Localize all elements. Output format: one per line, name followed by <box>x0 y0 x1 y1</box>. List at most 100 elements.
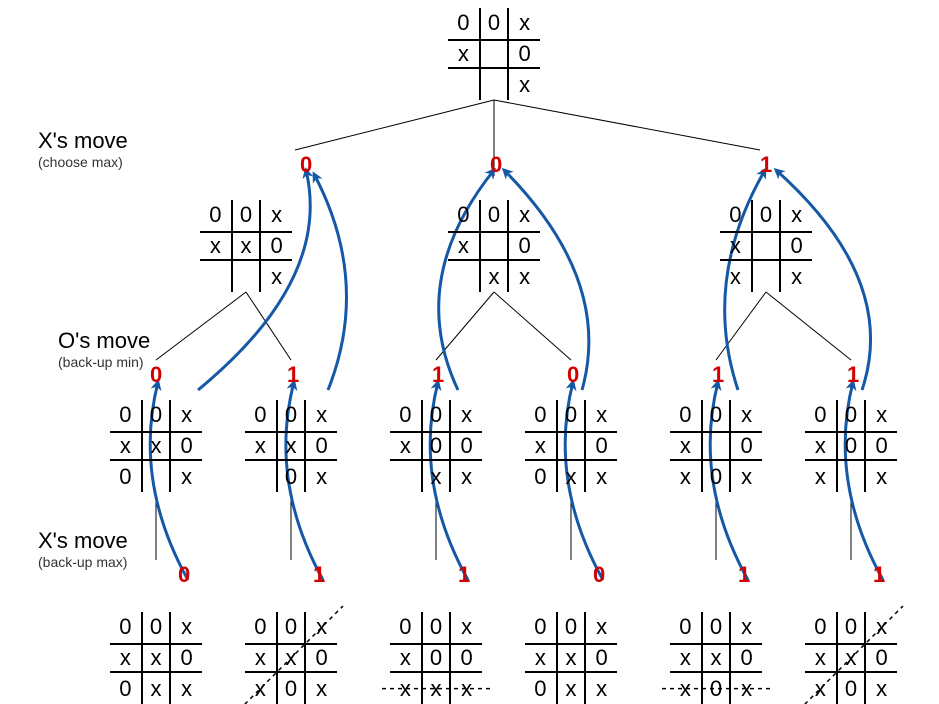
cell-5: 0 <box>866 643 897 674</box>
cell-7 <box>231 261 262 292</box>
cell-5: 0 <box>306 643 337 674</box>
cell-5: 0 <box>171 643 202 674</box>
cell-1: 0 <box>141 400 172 431</box>
cell-0: 0 <box>525 400 556 431</box>
cell-6 <box>390 461 421 492</box>
l3-score-1: 1 <box>313 562 325 588</box>
cell-8: x <box>171 673 202 704</box>
l3-board-0: 00xxx00xx <box>110 612 202 704</box>
cell-4: x <box>556 643 587 674</box>
cell-1: 0 <box>701 400 732 431</box>
cell-8: x <box>866 461 897 492</box>
cell-5: 0 <box>306 431 337 462</box>
cell-3: x <box>805 643 836 674</box>
cell-4: 0 <box>421 431 452 462</box>
cell-6: x <box>805 461 836 492</box>
cell-1: 0 <box>479 200 510 231</box>
cell-0: 0 <box>390 400 421 431</box>
l3-score-2: 1 <box>458 562 470 588</box>
cell-2: x <box>731 612 762 643</box>
cell-2: x <box>451 400 482 431</box>
cell-4: x <box>231 231 262 262</box>
level-label-title: O's move <box>58 328 150 354</box>
cell-3: x <box>110 643 141 674</box>
cell-1: 0 <box>556 612 587 643</box>
root-board: 00xx0x <box>448 8 540 100</box>
l3-score-3: 0 <box>593 562 605 588</box>
cell-8: x <box>866 673 897 704</box>
cell-1: 0 <box>836 400 867 431</box>
l2-board-4: 00xx0x0x <box>670 400 762 492</box>
cell-8: x <box>451 461 482 492</box>
cell-7: x <box>479 261 510 292</box>
cell-2: x <box>586 400 617 431</box>
cell-6: x <box>670 673 701 704</box>
cell-4: x <box>141 431 172 462</box>
cell-5: 0 <box>509 231 540 262</box>
cell-1: 0 <box>701 612 732 643</box>
cell-1: 0 <box>556 400 587 431</box>
diagram-stage: { "canvas": { "w": 939, "h": 704, "backg… <box>0 0 939 704</box>
cell-8: x <box>509 261 540 292</box>
cell-8: x <box>171 461 202 492</box>
cell-5: 0 <box>866 431 897 462</box>
cell-6: x <box>390 673 421 704</box>
l2-score-4: 1 <box>712 362 724 388</box>
cell-5: 0 <box>451 643 482 674</box>
cell-1: 0 <box>276 612 307 643</box>
cell-0: 0 <box>670 612 701 643</box>
l3-score-4: 1 <box>738 562 750 588</box>
l1-board-1: 00xx0xx <box>448 200 540 292</box>
level-label-1: O's move(back-up min) <box>58 328 150 370</box>
cell-2: x <box>509 200 540 231</box>
l2-board-3: 00xx00xx <box>525 400 617 492</box>
cell-0: 0 <box>720 200 751 231</box>
cell-8: x <box>731 461 762 492</box>
cell-7: x <box>556 461 587 492</box>
cell-1: 0 <box>421 612 452 643</box>
level-label-title: X's move <box>38 528 128 554</box>
cell-2: x <box>306 400 337 431</box>
cell-3: x <box>448 39 479 70</box>
cell-7 <box>479 69 510 100</box>
cell-3: x <box>670 643 701 674</box>
cell-8: x <box>261 261 292 292</box>
l2-score-3: 0 <box>567 362 579 388</box>
l3-score-5: 1 <box>873 562 885 588</box>
cell-3: x <box>525 643 556 674</box>
cell-0: 0 <box>245 612 276 643</box>
cell-3: x <box>805 431 836 462</box>
cell-8: x <box>306 673 337 704</box>
cell-6 <box>200 261 231 292</box>
l3-score-0: 0 <box>178 562 190 588</box>
cell-7: 0 <box>701 673 732 704</box>
cell-5: 0 <box>171 431 202 462</box>
cell-4: x <box>836 643 867 674</box>
cell-3: x <box>525 431 556 462</box>
cell-2: x <box>866 612 897 643</box>
cell-6: x <box>805 673 836 704</box>
l3-board-5: 00xxx0x0x <box>805 612 897 704</box>
cell-3: x <box>245 431 276 462</box>
l2-board-0: 00xxx00x <box>110 400 202 492</box>
cell-4: x <box>701 643 732 674</box>
l1-board-0: 00xxx0x <box>200 200 292 292</box>
l2-board-2: 00xx00xx <box>390 400 482 492</box>
cell-5: 0 <box>261 231 292 262</box>
cell-7: x <box>421 673 452 704</box>
cell-2: x <box>451 612 482 643</box>
l1-score-0: 0 <box>300 152 312 178</box>
cell-6 <box>448 261 479 292</box>
l2-score-1: 1 <box>287 362 299 388</box>
cell-6: 0 <box>110 461 141 492</box>
cell-4 <box>479 231 510 262</box>
cell-6 <box>245 461 276 492</box>
level-label-sub: (choose max) <box>38 154 128 170</box>
l1-board-2: 00xx0xx <box>720 200 812 292</box>
cell-2: x <box>866 400 897 431</box>
cell-8: x <box>509 69 540 100</box>
cell-5: 0 <box>781 231 812 262</box>
cell-6: x <box>670 461 701 492</box>
cell-1: 0 <box>141 612 172 643</box>
cell-0: 0 <box>110 400 141 431</box>
